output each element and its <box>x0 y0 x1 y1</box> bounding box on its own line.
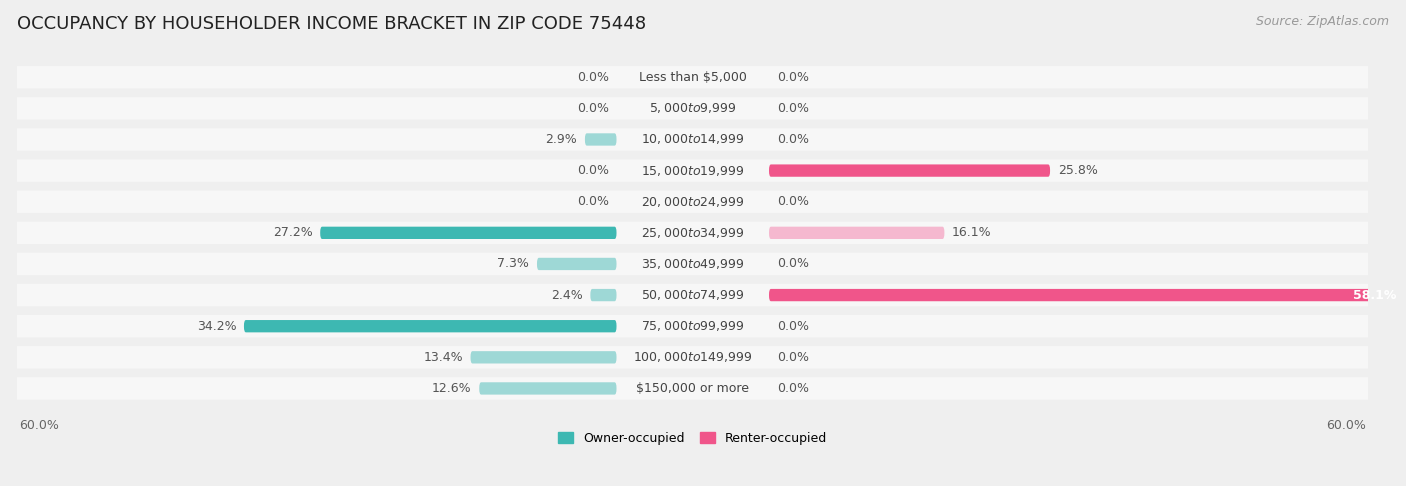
FancyBboxPatch shape <box>7 97 1379 120</box>
Text: 16.1%: 16.1% <box>952 226 991 239</box>
Text: 0.0%: 0.0% <box>776 382 808 395</box>
FancyBboxPatch shape <box>7 346 1379 368</box>
Text: $10,000 to $14,999: $10,000 to $14,999 <box>641 133 745 146</box>
Text: 13.4%: 13.4% <box>423 351 463 364</box>
Text: 0.0%: 0.0% <box>776 71 808 84</box>
Text: 27.2%: 27.2% <box>273 226 312 239</box>
Text: OCCUPANCY BY HOUSEHOLDER INCOME BRACKET IN ZIP CODE 75448: OCCUPANCY BY HOUSEHOLDER INCOME BRACKET … <box>17 15 645 33</box>
Text: 0.0%: 0.0% <box>576 164 609 177</box>
Text: 25.8%: 25.8% <box>1057 164 1098 177</box>
Text: 0.0%: 0.0% <box>576 71 609 84</box>
Text: Source: ZipAtlas.com: Source: ZipAtlas.com <box>1256 15 1389 28</box>
FancyBboxPatch shape <box>7 66 1379 88</box>
Text: 0.0%: 0.0% <box>776 195 808 208</box>
Text: $100,000 to $149,999: $100,000 to $149,999 <box>633 350 752 364</box>
Text: 0.0%: 0.0% <box>776 351 808 364</box>
Text: $50,000 to $74,999: $50,000 to $74,999 <box>641 288 745 302</box>
FancyBboxPatch shape <box>245 320 616 332</box>
FancyBboxPatch shape <box>769 289 1402 301</box>
FancyBboxPatch shape <box>7 159 1379 182</box>
Text: $35,000 to $49,999: $35,000 to $49,999 <box>641 257 745 271</box>
FancyBboxPatch shape <box>7 284 1379 306</box>
FancyBboxPatch shape <box>585 133 616 146</box>
FancyBboxPatch shape <box>471 351 616 364</box>
Text: 0.0%: 0.0% <box>776 133 808 146</box>
Text: $75,000 to $99,999: $75,000 to $99,999 <box>641 319 745 333</box>
FancyBboxPatch shape <box>7 315 1379 337</box>
FancyBboxPatch shape <box>321 226 616 239</box>
FancyBboxPatch shape <box>591 289 616 301</box>
Text: $25,000 to $34,999: $25,000 to $34,999 <box>641 226 745 240</box>
FancyBboxPatch shape <box>537 258 616 270</box>
Text: 58.1%: 58.1% <box>1353 289 1396 302</box>
FancyBboxPatch shape <box>7 222 1379 244</box>
FancyBboxPatch shape <box>7 128 1379 151</box>
FancyBboxPatch shape <box>769 226 945 239</box>
FancyBboxPatch shape <box>769 164 1050 177</box>
FancyBboxPatch shape <box>7 377 1379 399</box>
Text: 2.4%: 2.4% <box>551 289 582 302</box>
FancyBboxPatch shape <box>479 382 616 395</box>
Text: 0.0%: 0.0% <box>776 102 808 115</box>
Text: $20,000 to $24,999: $20,000 to $24,999 <box>641 195 745 208</box>
Text: $150,000 or more: $150,000 or more <box>637 382 749 395</box>
Text: $5,000 to $9,999: $5,000 to $9,999 <box>650 102 737 115</box>
FancyBboxPatch shape <box>7 253 1379 275</box>
Text: 0.0%: 0.0% <box>576 102 609 115</box>
Text: 0.0%: 0.0% <box>576 195 609 208</box>
Text: 34.2%: 34.2% <box>197 320 236 333</box>
Text: 0.0%: 0.0% <box>776 258 808 270</box>
Text: 7.3%: 7.3% <box>498 258 529 270</box>
Legend: Owner-occupied, Renter-occupied: Owner-occupied, Renter-occupied <box>558 432 827 445</box>
Text: 2.9%: 2.9% <box>546 133 578 146</box>
Text: Less than $5,000: Less than $5,000 <box>638 71 747 84</box>
FancyBboxPatch shape <box>7 191 1379 213</box>
Text: 0.0%: 0.0% <box>776 320 808 333</box>
Text: 12.6%: 12.6% <box>432 382 471 395</box>
Text: $15,000 to $19,999: $15,000 to $19,999 <box>641 164 745 177</box>
